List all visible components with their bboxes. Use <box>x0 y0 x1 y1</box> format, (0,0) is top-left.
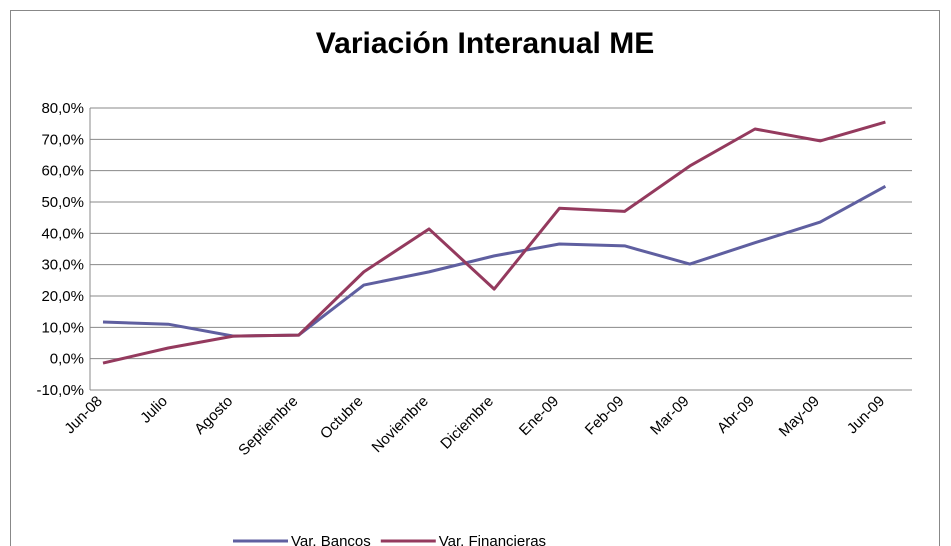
y-tick-label: 60,0% <box>41 163 84 180</box>
y-tick-label: 10,0% <box>41 319 84 336</box>
series-line <box>102 120 886 365</box>
y-tick-label: 50,0% <box>41 194 84 211</box>
y-tick-label: 20,0% <box>41 288 84 305</box>
y-tick-label: 0,0% <box>50 351 84 368</box>
y-tick-label: 70,0% <box>41 131 84 148</box>
chart-border <box>10 10 940 546</box>
y-tick-label: 40,0% <box>41 225 84 242</box>
legend-label: Var. Bancos <box>291 533 371 546</box>
chart-title: Variación Interanual ME <box>316 27 654 60</box>
y-tick-label: 80,0% <box>41 100 84 117</box>
legend-label: Var. Financieras <box>439 533 546 546</box>
y-tick-label: 30,0% <box>41 257 84 274</box>
y-tick-label: -10,0% <box>36 382 84 399</box>
